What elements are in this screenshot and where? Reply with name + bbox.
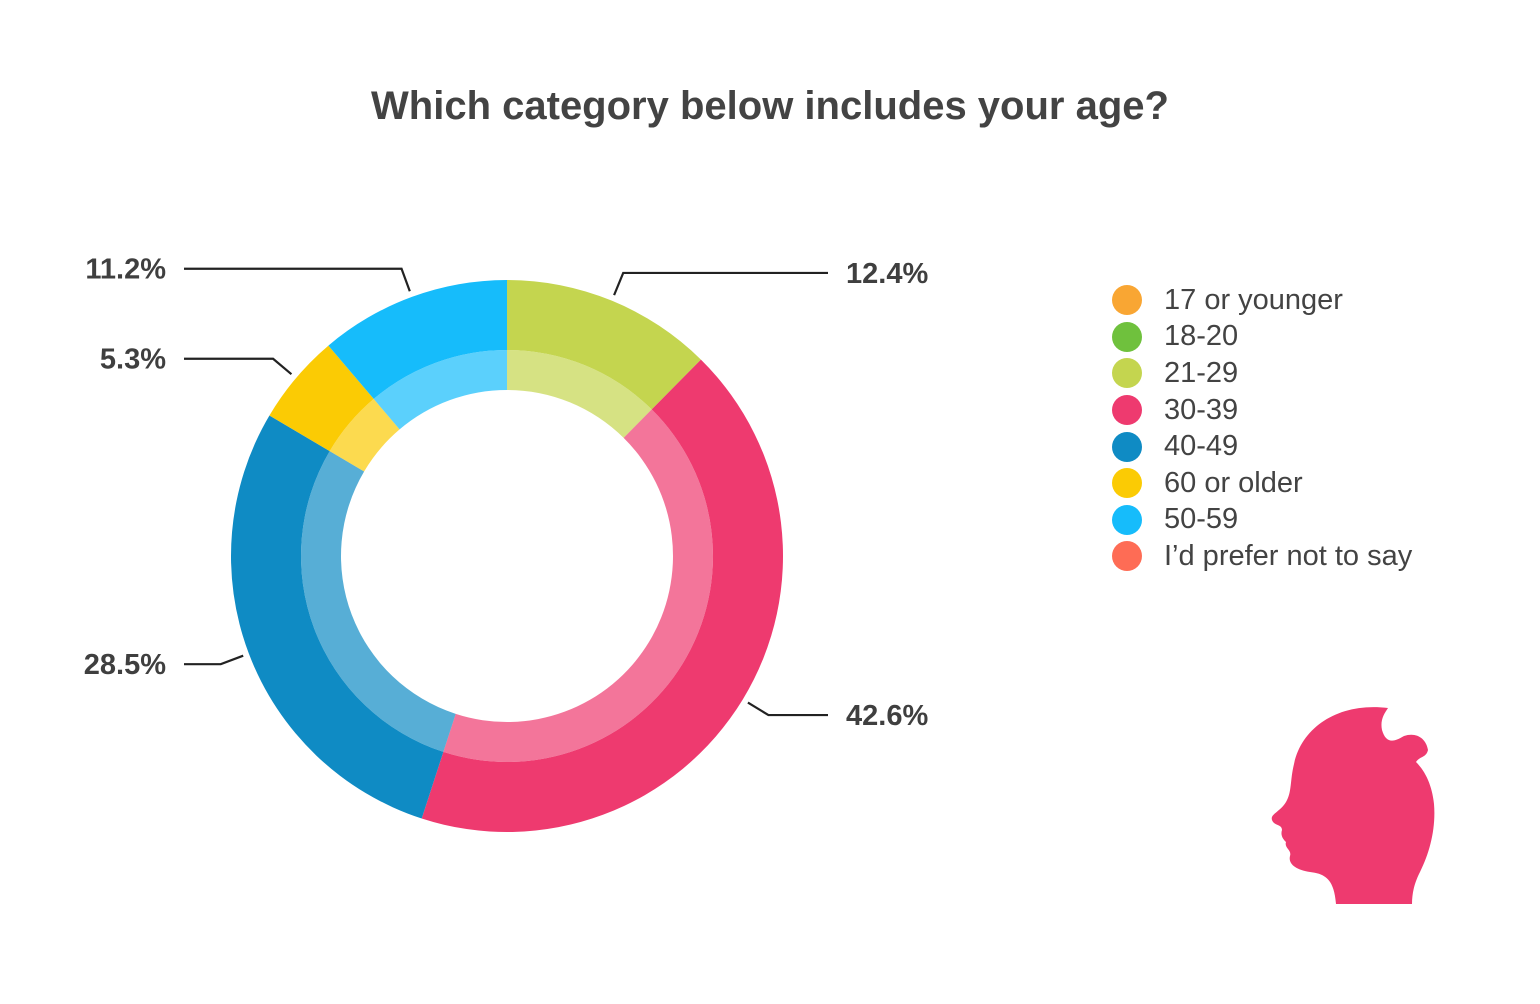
donut-slices [231, 280, 783, 832]
legend-swatch [1112, 541, 1142, 572]
percent-label-40-49: 28.5% [84, 649, 166, 681]
leader-line-21-29 [613, 271, 828, 296]
chart-title: Which category below includes your age? [371, 84, 1169, 128]
legend-label: 60 or older [1164, 466, 1303, 499]
slice-inner-21-29 [507, 350, 652, 438]
legend-label: 50-59 [1164, 503, 1239, 536]
legend-item-18-20: 18-20 [1112, 319, 1412, 356]
legend-item-i-d-prefer-not-to-say: I’d prefer not to say [1112, 538, 1412, 575]
slice-inner-50-59 [373, 350, 507, 430]
slice-40-49 [231, 415, 444, 819]
slice-inner-30-39 [443, 409, 714, 763]
slice-inner-40-49 [301, 451, 456, 752]
legend-swatch [1112, 504, 1142, 535]
percent-labels: 12.4% 42.6% 28.5% 5.3% 11.2% [84, 254, 929, 732]
legend-item-60-or-older: 60 or older [1112, 465, 1412, 502]
slice-60-or-older [269, 345, 374, 452]
leader-line-50-59 [184, 267, 411, 292]
leader-line-60-or-older [184, 357, 293, 376]
legend-item-17-or-younger: 17 or younger [1112, 282, 1412, 319]
slice-30-39 [421, 359, 783, 832]
legend-label: 40-49 [1164, 430, 1239, 463]
slice-inner-60-or-older [329, 398, 400, 472]
legend-swatch [1112, 395, 1142, 426]
leader-lines [184, 267, 828, 717]
legend-item-21-29: 21-29 [1112, 355, 1412, 392]
legend-swatch [1112, 358, 1142, 389]
legend-swatch [1112, 321, 1142, 352]
legend: 17 or younger 18-20 21-29 30-39 40-49 60 or o… [1112, 282, 1412, 575]
legend-item-50-59: 50-59 [1112, 502, 1412, 539]
legend-label: 30-39 [1164, 393, 1239, 426]
legend-label: 18-20 [1164, 320, 1239, 353]
leader-line-40-49 [184, 654, 244, 666]
percent-label-60-or-older: 5.3% [100, 344, 166, 376]
legend-label: 21-29 [1164, 356, 1239, 389]
legend-label: I’d prefer not to say [1164, 539, 1413, 572]
legend-item-30-39: 30-39 [1112, 392, 1412, 429]
percent-label-21-29: 12.4% [846, 258, 928, 290]
percent-label-30-39: 42.6% [846, 700, 928, 732]
slice-21-29 [507, 280, 701, 410]
legend-swatch [1112, 468, 1142, 499]
leader-line-30-39 [747, 701, 828, 717]
slice-50-59 [328, 280, 507, 399]
head-profile-icon [1271, 707, 1435, 904]
legend-label: 17 or younger [1164, 283, 1343, 316]
legend-swatch [1112, 431, 1142, 462]
legend-swatch [1112, 285, 1142, 316]
legend-item-40-49: 40-49 [1112, 428, 1412, 465]
percent-label-50-59: 11.2% [85, 254, 166, 286]
